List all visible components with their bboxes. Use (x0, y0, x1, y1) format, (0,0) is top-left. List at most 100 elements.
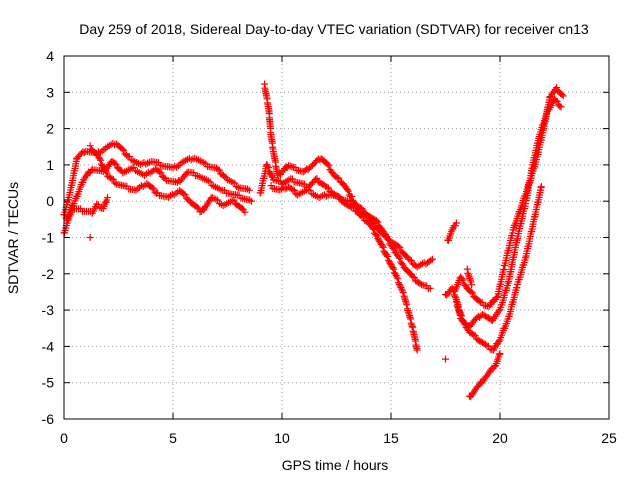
data-point (553, 84, 561, 92)
x-tick-label: 0 (60, 430, 68, 446)
data-point (556, 102, 564, 110)
y-axis-label: SDTVAR / TECUs (5, 182, 21, 294)
data-point (383, 251, 391, 259)
data-point (132, 186, 140, 194)
data-point (87, 167, 95, 175)
data-point (455, 307, 463, 315)
x-tick-label: 15 (383, 430, 399, 446)
data-point (471, 332, 479, 340)
data-point (457, 312, 465, 320)
y-tick-label: -5 (42, 375, 55, 391)
y-tick-label: 0 (46, 193, 54, 209)
data-point (64, 217, 72, 225)
data-point (390, 265, 398, 273)
data-point (333, 174, 341, 182)
x-tick-label: 25 (601, 430, 617, 446)
data-point (246, 196, 254, 204)
data-point (96, 155, 104, 163)
data-point (358, 205, 366, 213)
data-point (289, 186, 297, 194)
data-point (522, 254, 530, 262)
data-point (466, 276, 474, 284)
data-point (410, 274, 418, 282)
y-tick-label: -3 (42, 302, 55, 318)
data-point (247, 197, 255, 205)
data-point (323, 183, 331, 191)
data-point (313, 174, 321, 182)
data-point (398, 285, 406, 293)
data-point (181, 191, 189, 199)
y-tick-label: 3 (46, 84, 54, 100)
data-point (356, 204, 364, 212)
data-point (396, 282, 404, 290)
data-point (372, 231, 380, 239)
data-point (378, 242, 386, 250)
data-point (409, 273, 417, 281)
data-point (243, 185, 251, 193)
data-point (343, 186, 351, 194)
y-tick-label: -4 (42, 338, 55, 354)
data-point (495, 307, 503, 315)
data-point (455, 305, 463, 313)
data-point (214, 165, 222, 173)
data-point (485, 342, 493, 350)
data-point (212, 195, 220, 203)
data-point (496, 350, 504, 358)
data-point (104, 194, 112, 202)
data-point (396, 243, 404, 251)
data-point (495, 351, 503, 359)
data-point (459, 276, 467, 284)
data-point (86, 234, 94, 241)
data-point (395, 280, 403, 288)
data-point (109, 176, 117, 184)
data-point (148, 184, 156, 192)
data-point (383, 232, 391, 240)
data-point (118, 145, 126, 153)
x-tick-label: 5 (169, 430, 177, 446)
data-point (413, 346, 421, 354)
data-point (456, 309, 464, 317)
data-point (398, 287, 406, 295)
data-point (552, 96, 560, 104)
data-points (60, 80, 567, 401)
data-point (537, 183, 545, 191)
data-point (454, 304, 462, 312)
data-point (396, 254, 404, 262)
data-point (264, 163, 272, 171)
x-tick-label: 10 (274, 430, 290, 446)
chart-title: Day 259 of 2018, Sidereal Day-to-day VTE… (79, 21, 589, 37)
y-tick-label: 4 (46, 48, 54, 64)
data-point (452, 298, 460, 306)
data-point (227, 177, 235, 185)
data-point (426, 284, 434, 292)
data-point (389, 264, 397, 272)
data-point (427, 256, 435, 264)
data-point (395, 253, 403, 261)
data-point (233, 183, 241, 191)
data-point (469, 289, 477, 297)
grid (64, 56, 609, 419)
data-point (475, 297, 483, 305)
plot-frame (63, 55, 610, 420)
y-axis: -6 -5 -4 -3 -2 -1 0 1 2 3 4 (42, 48, 609, 427)
data-point (465, 271, 473, 279)
data-point (325, 162, 333, 170)
data-point (399, 289, 407, 297)
data-point (392, 271, 400, 279)
data-point (102, 167, 110, 175)
data-point (111, 179, 119, 187)
data-point (226, 190, 234, 198)
y-tick-label: 2 (46, 121, 54, 137)
data-point (193, 203, 201, 211)
data-point (187, 156, 195, 164)
data-point (504, 279, 512, 287)
data-point (245, 186, 253, 194)
data-point (470, 331, 478, 339)
data-point (371, 219, 379, 227)
data-point (559, 92, 567, 100)
data-point (394, 242, 402, 250)
x-axis-label: GPS time / hours (282, 457, 389, 473)
x-tick-label: 20 (492, 430, 508, 446)
data-point (389, 244, 397, 252)
data-point (416, 279, 424, 287)
